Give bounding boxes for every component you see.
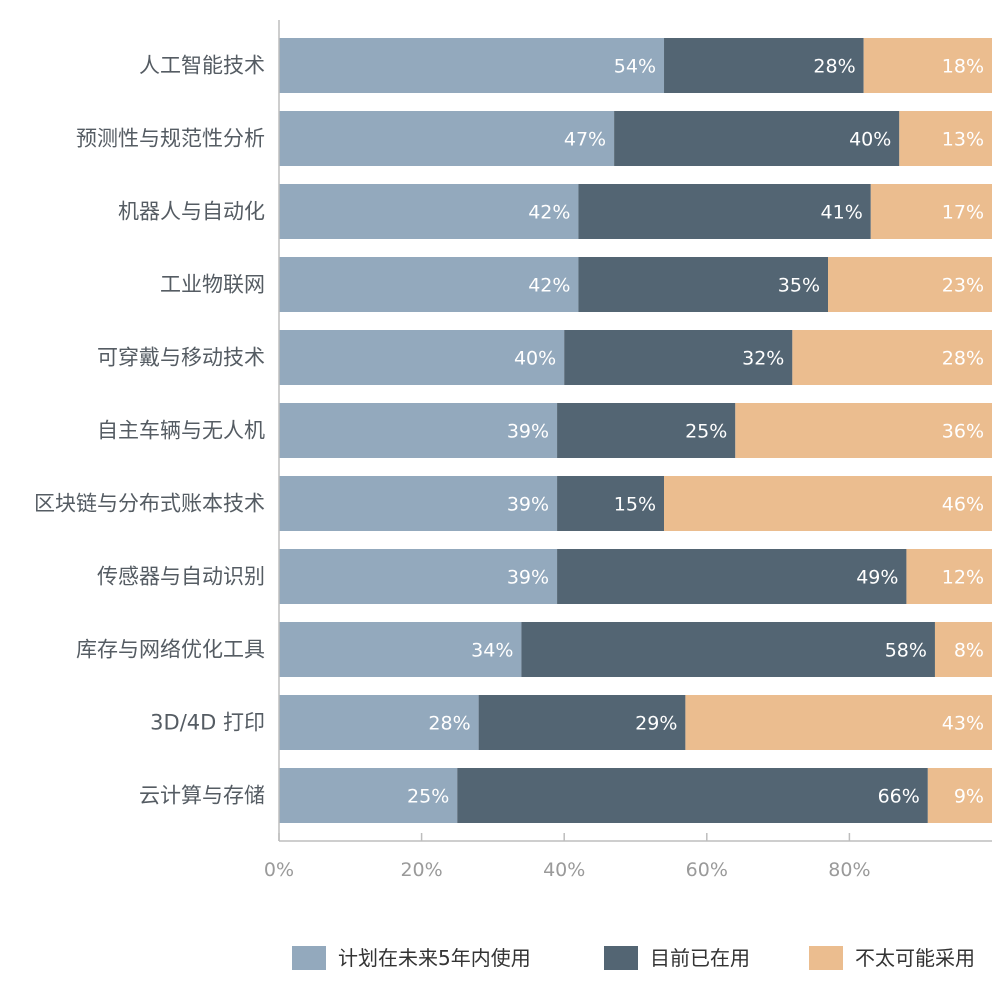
bar-segment-2 — [614, 111, 900, 166]
bar-segment-3 — [792, 330, 992, 385]
category-label: 可穿戴与移动技术 — [97, 346, 265, 370]
data-label: 40% — [849, 129, 891, 151]
bar-segment-2 — [521, 622, 935, 677]
bar-segment-3 — [664, 476, 992, 531]
category-label: 区块链与分布式账本技术 — [34, 492, 265, 516]
category-label: 库存与网络优化工具 — [76, 638, 265, 662]
data-label: 54% — [614, 56, 656, 78]
x-tick-label: 40% — [543, 859, 585, 881]
bar-segment-2 — [557, 403, 736, 458]
bar-segment-2 — [664, 38, 864, 93]
data-label: 41% — [821, 202, 863, 224]
data-label: 25% — [685, 421, 727, 443]
bar-segment-2 — [564, 330, 793, 385]
bar-segment-1 — [279, 38, 665, 93]
bar-segment-3 — [934, 622, 992, 677]
bar-segment-2 — [557, 549, 907, 604]
bar-segment-2 — [478, 695, 686, 750]
bar-segment-1 — [279, 622, 522, 677]
data-label: 49% — [856, 567, 898, 589]
data-label: 34% — [471, 640, 513, 662]
data-label: 39% — [507, 494, 549, 516]
category-label: 预测性与规范性分析 — [76, 127, 265, 151]
data-label: 47% — [564, 129, 606, 151]
bar-segment-3 — [863, 38, 992, 93]
data-label: 25% — [407, 786, 449, 808]
bar-segment-1 — [279, 403, 558, 458]
bar-segment-1 — [279, 549, 558, 604]
data-label: 17% — [942, 202, 984, 224]
data-label: 28% — [942, 348, 984, 370]
bar-segment-1 — [279, 330, 565, 385]
legend-swatch — [604, 946, 638, 970]
bar-segment-1 — [279, 476, 558, 531]
data-label: 18% — [942, 56, 984, 78]
category-label: 人工智能技术 — [139, 54, 265, 78]
category-label: 机器人与自动化 — [118, 200, 265, 224]
bar-segment-3 — [828, 257, 992, 312]
bar-segment-1 — [279, 111, 615, 166]
x-tick-label: 80% — [828, 859, 870, 881]
data-label: 15% — [614, 494, 656, 516]
bar-segment-1 — [279, 257, 579, 312]
x-tick-label: 60% — [686, 859, 728, 881]
category-label: 自主车辆与无人机 — [97, 419, 265, 443]
data-label: 36% — [942, 421, 984, 443]
bar-segment-1 — [279, 768, 458, 823]
data-label: 40% — [514, 348, 556, 370]
category-label: 传感器与自动识别 — [97, 565, 265, 589]
bar-segment-3 — [685, 695, 992, 750]
bar-segment-2 — [578, 257, 829, 312]
bar-segment-2 — [457, 768, 928, 823]
data-label: 28% — [813, 56, 855, 78]
bar-segment-3 — [927, 768, 992, 823]
legend-label: 目前已在用 — [650, 946, 750, 970]
legend-label: 不太可能采用 — [855, 946, 975, 970]
x-tick-label: 0% — [264, 859, 294, 881]
x-tick-label: 20% — [400, 859, 442, 881]
data-label: 42% — [528, 275, 570, 297]
bar-segment-3 — [906, 549, 992, 604]
bar-segment-3 — [899, 111, 992, 166]
data-label: 32% — [742, 348, 784, 370]
data-label: 29% — [635, 713, 677, 735]
data-label: 35% — [778, 275, 820, 297]
data-label: 9% — [954, 786, 984, 808]
bar-segment-3 — [870, 184, 992, 239]
data-label: 12% — [942, 567, 984, 589]
data-label: 39% — [507, 567, 549, 589]
bar-segment-1 — [279, 184, 579, 239]
legend-swatch — [292, 946, 326, 970]
category-label: 云计算与存储 — [139, 784, 265, 808]
bar-segment-3 — [735, 403, 992, 458]
data-label: 46% — [942, 494, 984, 516]
category-label: 3D/4D 打印 — [150, 711, 265, 735]
data-label: 58% — [885, 640, 927, 662]
bar-segment-2 — [578, 184, 871, 239]
data-label: 66% — [878, 786, 920, 808]
data-label: 8% — [954, 640, 984, 662]
data-label: 13% — [942, 129, 984, 151]
bar-segment-2 — [557, 476, 665, 531]
legend: 计划在未来5年内使用 目前已在用 不太可能采用 — [292, 946, 975, 970]
bars-layer: 54% 28% 18% 47% 40% 13% 42% 41% 17% 42% 35% 23% 40% 3… — [279, 38, 992, 823]
data-label: 23% — [942, 275, 984, 297]
data-label: 28% — [428, 713, 470, 735]
data-label: 42% — [528, 202, 570, 224]
data-label: 39% — [507, 421, 549, 443]
bar-segment-1 — [279, 695, 479, 750]
category-label: 工业物联网 — [160, 273, 265, 297]
data-label: 43% — [942, 713, 984, 735]
axes-layer: 人工智能技术预测性与规范性分析机器人与自动化工业物联网可穿戴与移动技术自主车辆与… — [34, 20, 992, 881]
legend-label: 计划在未来5年内使用 — [338, 946, 531, 970]
legend-swatch — [809, 946, 843, 970]
